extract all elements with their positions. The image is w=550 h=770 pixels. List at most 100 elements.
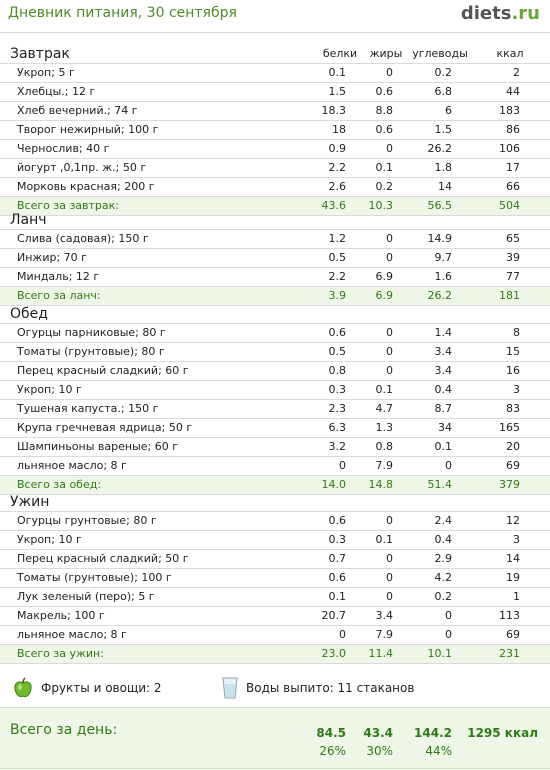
food-fat-value: 3.4 bbox=[375, 609, 394, 622]
meal-title: Завтрак bbox=[10, 46, 70, 62]
food-kcal-value: 106 bbox=[499, 142, 520, 155]
food-row[interactable]: Чернослив; 40 г 0.9 0 26.2 106 bbox=[0, 139, 550, 158]
food-fat-value: 0 bbox=[386, 232, 393, 245]
food-fat-value: 7.9 bbox=[375, 628, 394, 641]
food-protein-value: 0.1 bbox=[328, 590, 347, 603]
glass-icon bbox=[222, 677, 238, 699]
total-kcal-value: 231 bbox=[499, 647, 520, 660]
food-row[interactable]: Укроп; 10 г 0.3 0.1 0.4 3 bbox=[0, 380, 550, 399]
food-protein-value: 1.2 bbox=[328, 232, 347, 245]
food-row[interactable]: Творог нежирный; 100 г 18 0.6 1.5 86 bbox=[0, 120, 550, 139]
food-name: Томаты (грунтовые); 100 г bbox=[17, 571, 172, 584]
food-name: Чернослив; 40 г bbox=[17, 142, 110, 155]
food-row[interactable]: Томаты (грунтовые); 80 г 0.5 0 3.4 15 bbox=[0, 342, 550, 361]
food-row[interactable]: Морковь красная; 200 г 2.6 0.2 14 66 bbox=[0, 177, 550, 196]
food-fat-value: 0.6 bbox=[375, 123, 394, 136]
food-name: льняное масло; 8 г bbox=[17, 459, 127, 472]
logo-tld: .ru bbox=[511, 3, 540, 24]
food-name: льняное масло; 8 г bbox=[17, 628, 127, 641]
food-kcal-value: 183 bbox=[499, 104, 520, 117]
food-row[interactable]: Томаты (грунтовые); 100 г 0.6 0 4.2 19 bbox=[0, 568, 550, 587]
food-carbs-value: 0.2 bbox=[434, 66, 453, 79]
food-row[interactable]: Огурцы парниковые; 80 г 0.6 0 1.4 8 bbox=[0, 323, 550, 342]
food-fat-value: 0 bbox=[386, 345, 393, 358]
food-name: Перец красный сладкий; 50 г bbox=[17, 552, 189, 565]
food-protein-value: 0.3 bbox=[328, 383, 347, 396]
food-row[interactable]: Лук зеленый (перо); 5 г 0.1 0 0.2 1 bbox=[0, 587, 550, 606]
food-kcal-value: 69 bbox=[506, 459, 520, 472]
food-fat-value: 0 bbox=[386, 552, 393, 565]
food-protein-value: 0.6 bbox=[328, 571, 347, 584]
food-row[interactable]: Перец красный сладкий; 60 г 0.8 0 3.4 16 bbox=[0, 361, 550, 380]
food-name: Творог нежирный; 100 г bbox=[17, 123, 159, 136]
food-row[interactable]: йогурт ,0,1пр. ж.; 50 г 2.2 0.1 1.8 17 bbox=[0, 158, 550, 177]
total-carbs-value: 26.2 bbox=[427, 289, 453, 302]
food-name: Крупа гречневая ядрица; 50 г bbox=[17, 421, 193, 434]
food-kcal-value: 1 bbox=[513, 590, 520, 603]
food-protein-value: 0 bbox=[339, 459, 346, 472]
total-kcal-value: 181 bbox=[499, 289, 520, 302]
food-row[interactable]: Тушеная капуста.; 150 г 2.3 4.7 8.7 83 bbox=[0, 399, 550, 418]
meal-total-row: Всего за ланч: 3.9 6.9 26.2 181 bbox=[0, 286, 550, 306]
food-row[interactable]: Укроп; 5 г 0.1 0 0.2 2 bbox=[0, 63, 550, 82]
food-row[interactable]: Слива (садовая); 150 г 1.2 0 14.9 65 bbox=[0, 229, 550, 248]
food-kcal-value: 44 bbox=[506, 85, 520, 98]
food-fat-value: 0.1 bbox=[375, 383, 394, 396]
meal-total-label: Всего за ужин: bbox=[17, 647, 104, 660]
food-kcal-value: 20 bbox=[506, 440, 520, 453]
page-title: Дневник питания, 30 сентября bbox=[8, 5, 237, 21]
food-name: Укроп; 10 г bbox=[17, 533, 82, 546]
food-name: Макрель; 100 г bbox=[17, 609, 105, 622]
food-protein-value: 3.2 bbox=[328, 440, 347, 453]
meal-title: Ланч bbox=[10, 212, 47, 228]
food-row[interactable]: Крупа гречневая ядрица; 50 г 6.3 1.3 34 165 bbox=[0, 418, 550, 437]
food-fat-value: 0 bbox=[386, 326, 393, 339]
food-name: Шампиньоны вареные; 60 г bbox=[17, 440, 179, 453]
food-name: Укроп; 10 г bbox=[17, 383, 82, 396]
water-count: Воды выпито: 11 стаканов bbox=[246, 681, 415, 695]
food-row[interactable]: Макрель; 100 г 20.7 3.4 0 113 bbox=[0, 606, 550, 625]
food-carbs-value: 8.7 bbox=[434, 402, 453, 415]
food-kcal-value: 17 bbox=[506, 161, 520, 174]
food-carbs-value: 6.8 bbox=[434, 85, 453, 98]
food-kcal-value: 86 bbox=[506, 123, 520, 136]
total-protein-value: 3.9 bbox=[328, 289, 347, 302]
meal-section-breakfast: Завтрак Укроп; 5 г 0.1 0 0.2 2 Хлебцы.; 12 г 1.… bbox=[0, 46, 550, 216]
food-row[interactable]: Миндаль; 12 г 2.2 6.9 1.6 77 bbox=[0, 267, 550, 286]
food-name: Укроп; 5 г bbox=[17, 66, 75, 79]
logo-main: diets bbox=[460, 3, 512, 24]
food-carbs-value: 1.8 bbox=[434, 161, 453, 174]
meal-total-label: Всего за ланч: bbox=[17, 289, 101, 302]
meal-total-row: Всего за обед: 14.0 14.8 51.4 379 bbox=[0, 475, 550, 495]
food-carbs-value: 3.4 bbox=[434, 345, 453, 358]
food-row[interactable]: Шампиньоны вареные; 60 г 3.2 0.8 0.1 20 bbox=[0, 437, 550, 456]
food-fat-value: 8.8 bbox=[375, 104, 394, 117]
food-row[interactable]: Огурцы грунтовые; 80 г 0.6 0 2.4 12 bbox=[0, 511, 550, 530]
food-name: Хлеб вечерний.; 74 г bbox=[17, 104, 138, 117]
food-carbs-value: 0.2 bbox=[434, 590, 453, 603]
food-fat-value: 0.8 bbox=[375, 440, 394, 453]
food-carbs-value: 2.4 bbox=[434, 514, 453, 527]
column-header-protein: белки bbox=[322, 47, 358, 60]
food-carbs-value: 1.6 bbox=[434, 270, 453, 283]
food-protein-value: 2.6 bbox=[328, 180, 347, 193]
food-fat-value: 0 bbox=[386, 590, 393, 603]
food-row[interactable]: Хлеб вечерний.; 74 г 18.3 8.8 6 183 bbox=[0, 101, 550, 120]
food-carbs-value: 14.9 bbox=[427, 232, 453, 245]
food-kcal-value: 2 bbox=[513, 66, 520, 79]
food-kcal-value: 12 bbox=[506, 514, 520, 527]
food-kcal-value: 66 bbox=[506, 180, 520, 193]
food-row[interactable]: Хлебцы.; 12 г 1.5 0.6 6.8 44 bbox=[0, 82, 550, 101]
column-header-carbs: углеводы bbox=[412, 47, 468, 60]
food-fat-value: 0 bbox=[386, 514, 393, 527]
diets-logo[interactable]: diets.ru bbox=[461, 3, 540, 24]
food-row[interactable]: Укроп; 10 г 0.3 0.1 0.4 3 bbox=[0, 530, 550, 549]
food-row[interactable]: льняное масло; 8 г 0 7.9 0 69 bbox=[0, 625, 550, 644]
food-carbs-value: 0.1 bbox=[434, 440, 453, 453]
food-row[interactable]: Перец красный сладкий; 50 г 0.7 0 2.9 14 bbox=[0, 549, 550, 568]
food-protein-value: 0 bbox=[339, 628, 346, 641]
food-name: Лук зеленый (перо); 5 г bbox=[17, 590, 155, 603]
food-row[interactable]: льняное масло; 8 г 0 7.9 0 69 bbox=[0, 456, 550, 475]
column-header-kcal: ккал bbox=[496, 47, 524, 60]
food-row[interactable]: Инжир; 70 г 0.5 0 9.7 39 bbox=[0, 248, 550, 267]
